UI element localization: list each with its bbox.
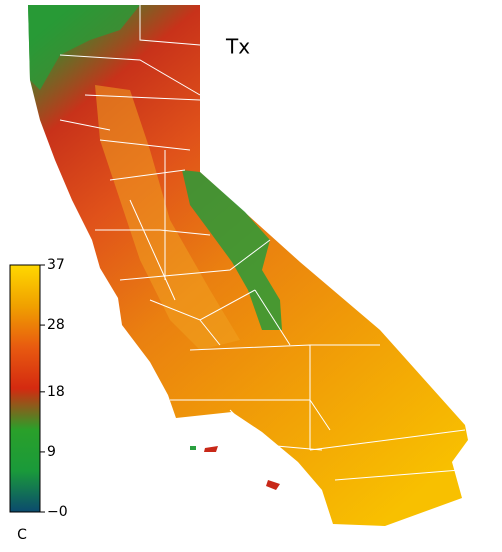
central-valley [95,85,240,350]
north-forest [28,5,140,90]
island [204,446,218,452]
colorbar-tick-label: 28 [47,317,65,333]
island [190,446,196,450]
island [266,480,280,490]
colorbar-tick-label: 37 [47,257,65,273]
colorbar-tick-label: 9 [47,444,56,460]
colorbar-unit: C [17,527,27,543]
county-lines [59,5,466,481]
sierra-band [182,170,282,330]
colorbar-tick-label: 18 [47,384,65,400]
colorbar-tick-label: −0 [47,504,68,520]
map-title: Tx [225,35,250,59]
state-map [28,5,468,526]
colorbar [9,264,41,513]
